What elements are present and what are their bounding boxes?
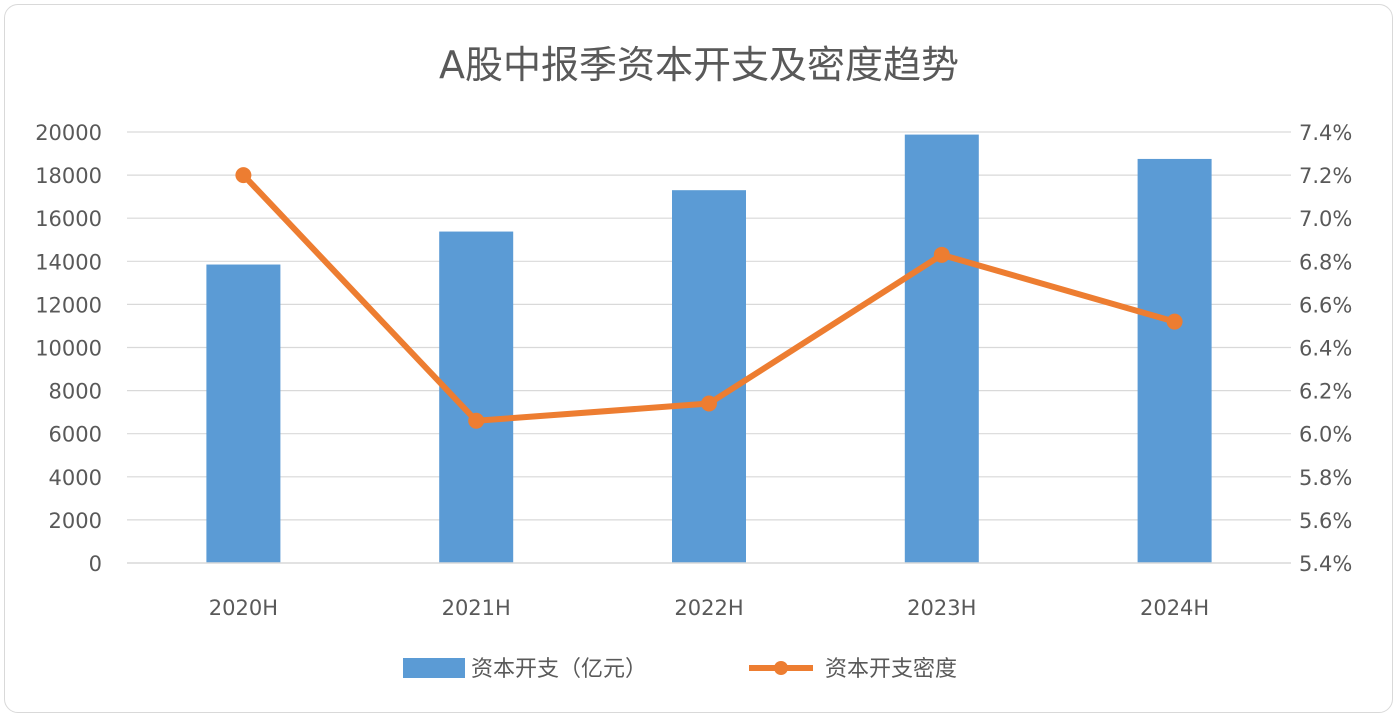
bar-series	[206, 134, 1212, 563]
right-axis-ticks: 5.4% 5.6% 5.8% 6.0% 6.2% 6.4% 6.6% 6.8% 7.0% 7.2%…	[1299, 121, 1352, 576]
right-tick-label: 5.4%	[1299, 552, 1352, 576]
left-tick-label: 20000	[35, 121, 102, 145]
legend-swatch-bar	[403, 658, 465, 678]
bar-2023H	[904, 134, 979, 563]
left-tick-label: 12000	[35, 293, 102, 317]
x-axis-ticks: 2020H 2021H 2022H 2023H 2024H	[209, 596, 1209, 620]
chart-svg: A股中报季资本开支及密度趋势 0 2000 4000 6000 8000 10000 120…	[35, 43, 1352, 682]
point-2023H	[933, 246, 950, 263]
left-tick-label: 14000	[35, 250, 102, 274]
right-tick-label: 7.0%	[1299, 207, 1352, 231]
right-tick-label: 6.0%	[1299, 423, 1352, 447]
left-axis-ticks: 0 2000 4000 6000 8000 10000 12000 14000 16000 180…	[35, 121, 102, 576]
point-2022H	[701, 395, 717, 412]
chart-frame: A股中报季资本开支及密度趋势 0 2000 4000 6000 8000 10000 120…	[4, 4, 1393, 713]
point-2020H	[235, 167, 252, 184]
left-tick-label: 10000	[35, 337, 102, 361]
right-tick-label: 6.6%	[1299, 293, 1352, 317]
right-tick-label: 7.2%	[1299, 164, 1352, 188]
left-tick-label: 4000	[49, 466, 102, 490]
bar-2022H	[672, 190, 746, 563]
right-tick-label: 6.2%	[1299, 380, 1352, 404]
legend-label-line: 资本开支密度	[825, 657, 957, 682]
left-tick-label: 16000	[35, 207, 102, 231]
left-tick-label: 18000	[35, 164, 102, 188]
left-tick-label: 6000	[49, 423, 102, 447]
legend-swatch-marker	[774, 661, 788, 675]
bar-2020H	[206, 264, 281, 563]
line-series	[235, 167, 1183, 429]
x-tick-label: 2020H	[209, 596, 278, 620]
left-tick-label: 8000	[49, 380, 102, 404]
chart-title: A股中报季资本开支及密度趋势	[439, 43, 959, 87]
x-tick-label: 2024H	[1140, 596, 1209, 620]
right-tick-label: 7.4%	[1299, 121, 1352, 145]
right-tick-label: 6.8%	[1299, 250, 1352, 274]
right-tick-label: 6.4%	[1299, 337, 1352, 361]
legend-label-bar: 资本开支（亿元）	[471, 657, 647, 682]
left-tick-label: 0	[89, 552, 102, 576]
x-tick-label: 2022H	[674, 596, 743, 620]
point-2021H	[468, 412, 485, 429]
right-tick-label: 5.6%	[1299, 509, 1352, 533]
point-2024H	[1166, 313, 1183, 330]
bar-2024H	[1137, 158, 1212, 563]
right-tick-label: 5.8%	[1299, 466, 1352, 490]
x-tick-label: 2023H	[907, 596, 976, 620]
x-tick-label: 2021H	[442, 596, 511, 620]
legend: 资本开支（亿元） 资本开支密度	[403, 657, 957, 682]
left-tick-label: 2000	[49, 509, 102, 533]
